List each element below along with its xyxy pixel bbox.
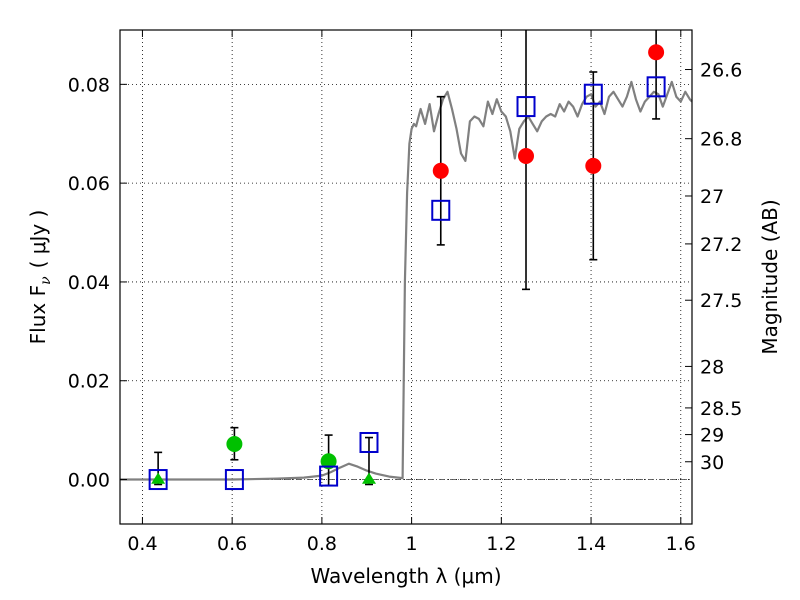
- x-tick-label: 1.4: [576, 533, 606, 555]
- y2-tick-label: 27.5: [700, 290, 742, 312]
- upper-limit-triangle: [151, 472, 166, 484]
- x-tick-label: 1.6: [666, 533, 696, 555]
- y2-tick-label: 26.8: [700, 129, 742, 151]
- y-tick-label: 0.02: [68, 371, 110, 393]
- y-tick-label: 0.06: [68, 173, 110, 195]
- data-point-circle: [226, 435, 243, 452]
- model-photometry-square: [646, 76, 666, 98]
- data-point-circle: [320, 453, 337, 470]
- x-tick-label: 0.4: [127, 533, 157, 555]
- data-point-circle: [518, 147, 535, 164]
- y-tick-label: 0.04: [68, 272, 110, 294]
- y2-tick-label: 28.5: [700, 398, 742, 420]
- y2-tick-label: 26.6: [700, 60, 742, 82]
- data-markers: [148, 44, 666, 491]
- y-axis-title: Flux Fν ( μJy ): [26, 210, 54, 345]
- upper-limit-triangle: [361, 472, 376, 484]
- y-axis-title-sub: ν: [38, 276, 54, 285]
- model-photometry-square: [148, 469, 168, 491]
- model-photometry-square: [431, 199, 451, 221]
- plot-frame: [119, 29, 693, 525]
- y-axis-title-unit: ( μJy ): [26, 210, 50, 269]
- y2-tick-label: 28: [700, 356, 724, 378]
- model-photometry-square: [583, 83, 603, 105]
- x-tick-label: 0.6: [217, 533, 247, 555]
- y2-tick-label: 27: [700, 186, 724, 208]
- y-tick-label: 0.08: [68, 74, 110, 96]
- x-tick-label: 0.8: [307, 533, 337, 555]
- y-tick-label: 0.00: [68, 470, 110, 492]
- model-photometry-square: [516, 96, 536, 118]
- model-photometry-square: [359, 431, 379, 453]
- x-axis-title: Wavelength λ (μm): [310, 564, 501, 588]
- y2-tick-label: 30: [700, 452, 724, 474]
- data-point-circle: [432, 162, 449, 179]
- y-axis-title-main: Flux F: [26, 285, 50, 344]
- model-spectrum: [120, 80, 693, 481]
- y2-tick-label: 27.2: [700, 234, 742, 256]
- data-point-circle: [648, 44, 665, 61]
- axis-ticks: 0.4 0.6 0.8 1 1.2 1.4 1.6 0.00 0.02 0.04 0.06 0.08 2…: [68, 30, 742, 555]
- x-tick-label: 1: [406, 533, 418, 555]
- x-tick-label: 1.2: [486, 533, 516, 555]
- data-point-circle: [585, 157, 602, 174]
- model-spectrum-line: [120, 80, 693, 481]
- model-photometry-square: [319, 465, 339, 487]
- y2-axis-title: Magnitude (AB): [758, 199, 782, 354]
- model-photometry-square: [224, 469, 244, 491]
- y-axis-title-group: Flux Fν ( μJy ): [26, 210, 54, 345]
- y2-tick-label: 29: [700, 425, 724, 447]
